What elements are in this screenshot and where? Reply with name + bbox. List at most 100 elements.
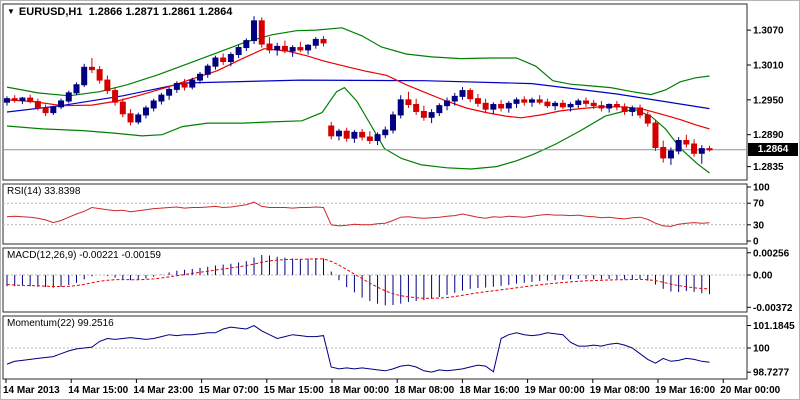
slow-ma-line xyxy=(6,79,710,113)
candle-body xyxy=(444,100,451,107)
price-axis-label: 1.3010 xyxy=(753,60,784,71)
time-axis-label: 18 Mar 08:00 xyxy=(394,385,454,396)
candle-body xyxy=(158,94,165,102)
candle-body xyxy=(81,66,88,86)
chart-title-bar: ▼ EURUSD,H1 1.2866 1.2871 1.2861 1.2864 xyxy=(7,6,232,18)
candle-body xyxy=(50,106,57,114)
candle-body xyxy=(590,102,597,107)
candle-body xyxy=(583,100,589,104)
candle-body xyxy=(58,100,65,108)
candle-body xyxy=(328,125,335,137)
time-axis-label: 15 Mar 15:00 xyxy=(264,385,324,396)
candle-body xyxy=(142,107,149,116)
candle-body xyxy=(305,44,312,51)
candle-body xyxy=(19,97,26,101)
candle-body xyxy=(351,131,358,139)
candle-body xyxy=(366,136,373,142)
candle-body xyxy=(335,130,342,137)
rsi-axis-label: 100 xyxy=(753,183,770,194)
candle-body xyxy=(691,143,698,154)
momentum-line xyxy=(6,325,710,373)
candle-body xyxy=(104,79,111,92)
candle-body xyxy=(96,69,103,81)
candle-body xyxy=(297,47,304,51)
current-price-tag: 1.2864 xyxy=(748,143,798,157)
candle-body xyxy=(559,102,566,108)
candle-body xyxy=(42,107,49,114)
candle-body xyxy=(474,98,481,104)
candle-body xyxy=(451,95,458,102)
candle-body xyxy=(397,99,404,116)
candle-body xyxy=(212,57,219,67)
candle-body xyxy=(11,98,18,101)
candle-body xyxy=(320,38,327,44)
candle-body xyxy=(258,20,265,45)
candle-body xyxy=(413,103,420,112)
rsi-line xyxy=(6,201,710,227)
candle-body xyxy=(482,102,489,110)
candle-body xyxy=(289,47,296,52)
candle-body xyxy=(613,103,620,108)
price-axis-label: 1.2890 xyxy=(753,130,784,141)
candle-body xyxy=(227,54,234,63)
candle-body xyxy=(374,134,381,142)
candle-body xyxy=(235,47,242,56)
candle-body xyxy=(660,146,667,159)
candle-body xyxy=(706,148,713,151)
candle-body xyxy=(73,84,80,94)
candle-body xyxy=(281,45,288,52)
candle-body xyxy=(112,90,119,103)
candle-body xyxy=(521,99,528,103)
candle-body xyxy=(251,20,258,42)
candle-body xyxy=(436,105,443,114)
candle-body xyxy=(652,122,659,148)
candle-body xyxy=(390,114,396,131)
time-axis-label: 20 Mar 00:00 xyxy=(720,385,780,396)
time-axis-label: 18 Mar 16:00 xyxy=(459,385,519,396)
time-axis-label: 18 Mar 00:00 xyxy=(329,385,389,396)
candle-body xyxy=(536,99,543,103)
macd-axis-label: 0.00256 xyxy=(753,248,790,259)
candle-body xyxy=(459,90,466,97)
candle-body xyxy=(135,114,142,123)
candle-body xyxy=(189,79,196,88)
candle-body xyxy=(420,110,427,118)
time-axis-label: 14 Mar 23:00 xyxy=(133,385,193,396)
candle-body xyxy=(598,105,605,109)
candle-body xyxy=(166,88,173,96)
candle-body xyxy=(629,107,636,112)
symbol-timeframe-label: EURUSD,H1 xyxy=(18,6,83,18)
rsi-panel xyxy=(2,183,748,245)
rsi-axis-label: 0 xyxy=(753,237,759,248)
macd-axis-label: -0.00372 xyxy=(753,303,793,314)
candle-body xyxy=(382,129,389,136)
time-axis-label: 15 Mar 07:00 xyxy=(199,385,259,396)
candle-body xyxy=(4,98,10,103)
candle-body xyxy=(220,57,227,63)
candle-body xyxy=(428,112,435,118)
candle-body xyxy=(65,92,72,102)
candle-body xyxy=(675,140,682,152)
candle-body xyxy=(343,130,350,139)
macd-signal-line xyxy=(6,258,710,299)
rsi-axis-label: 30 xyxy=(753,220,765,231)
candle-body xyxy=(552,102,559,107)
candle-body xyxy=(567,103,574,108)
momentum-axis-label: 101.1845 xyxy=(753,321,795,332)
candle-body xyxy=(34,101,41,109)
candle-body xyxy=(683,140,690,145)
candle-body xyxy=(88,66,95,71)
macd-indicator-label: MACD(12,26,9) -0.00221 -0.00159 xyxy=(7,250,161,261)
candle-body xyxy=(127,113,134,123)
candle-body xyxy=(150,100,157,109)
candle-body xyxy=(27,97,34,103)
candle-body xyxy=(243,40,250,49)
time-axis-label: 19 Mar 00:00 xyxy=(525,385,585,396)
candle-body xyxy=(405,99,412,105)
symbol-dropdown-icon[interactable]: ▼ xyxy=(7,7,15,16)
candle-body xyxy=(467,90,474,100)
candle-body xyxy=(498,103,505,109)
candle-body xyxy=(698,148,705,154)
